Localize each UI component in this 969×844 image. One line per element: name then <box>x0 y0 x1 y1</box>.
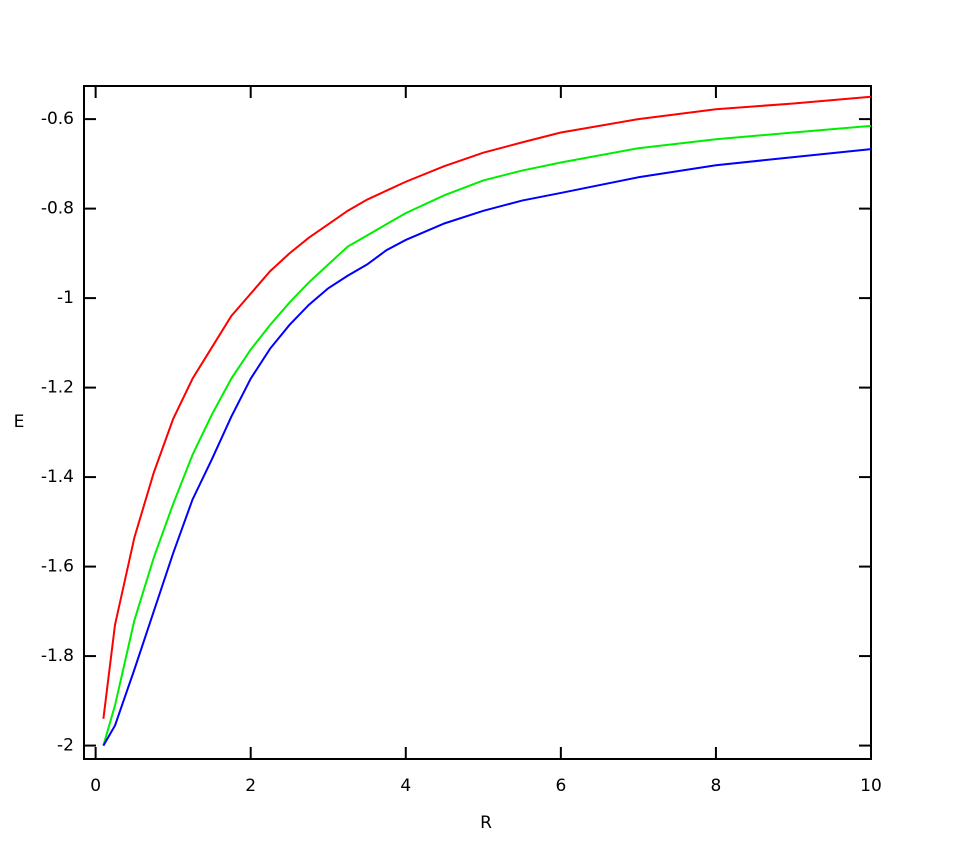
y-tick-label: -1 <box>57 288 74 308</box>
y-tick-label: -1.8 <box>41 646 74 666</box>
y-tick-label: -1.4 <box>41 467 74 487</box>
y-tick-label: -1.6 <box>41 557 74 577</box>
y-tick-label: -0.6 <box>41 109 74 129</box>
y-axis-label: E <box>14 412 25 432</box>
x-tick-label: 8 <box>711 776 722 796</box>
x-tick-label: 4 <box>400 776 411 796</box>
x-axis-label: R <box>480 813 492 833</box>
x-tick-label: 0 <box>90 776 101 796</box>
y-tick-label: -2 <box>57 736 74 756</box>
x-tick-label: 2 <box>245 776 256 796</box>
x-tick-label: 6 <box>555 776 566 796</box>
y-tick-label: -0.8 <box>41 199 74 219</box>
data-line <box>102 124 872 746</box>
plot-frame <box>83 85 872 760</box>
y-tick-label: -1.2 <box>41 378 74 398</box>
x-tick-label: 10 <box>860 776 882 796</box>
data-line <box>102 95 872 719</box>
data-line <box>102 148 872 747</box>
